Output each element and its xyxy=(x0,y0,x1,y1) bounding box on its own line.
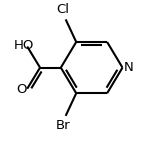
Text: HO: HO xyxy=(14,39,34,52)
Text: Br: Br xyxy=(55,119,70,132)
Text: O: O xyxy=(17,83,27,96)
Text: Cl: Cl xyxy=(56,3,69,16)
Text: N: N xyxy=(124,61,133,74)
